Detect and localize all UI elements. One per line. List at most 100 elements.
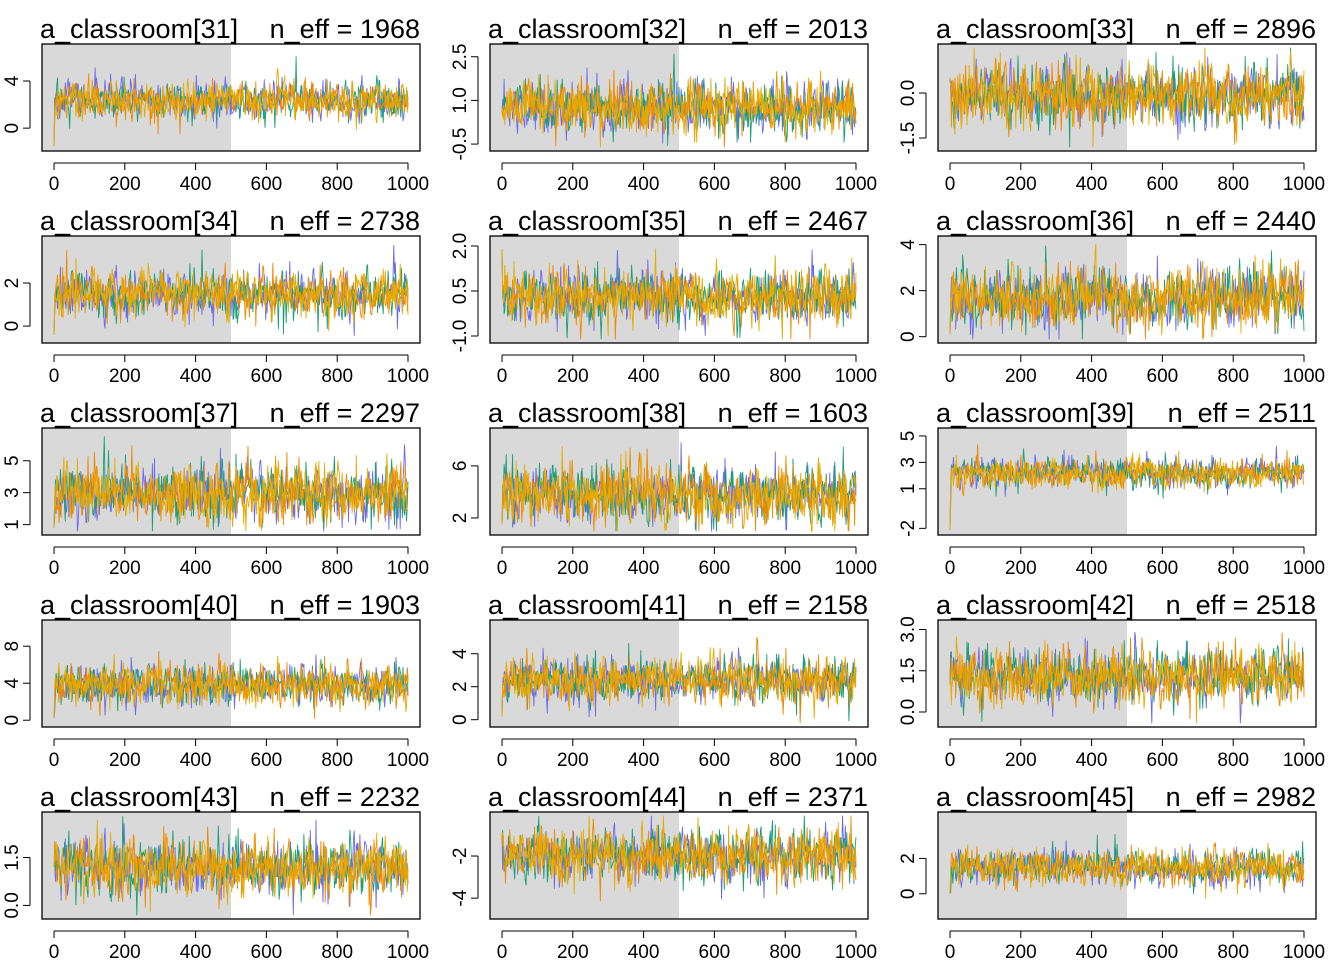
x-tick-label: 800 (321, 558, 353, 579)
trace-panel: 0 200 400 600 800 1000 -2 1 3 5 a_classroom[39] n_e… (898, 398, 1325, 579)
x-tick-label: 800 (1217, 558, 1249, 579)
chain-4-trace (501, 815, 857, 895)
chain-4-trace (949, 636, 1305, 724)
x-tick-label: 0 (497, 942, 508, 960)
y-tick-label: 1 (2, 519, 23, 530)
x-tick-label: 1000 (835, 942, 877, 960)
x-tick-label: 400 (180, 366, 212, 387)
x-tick-label: 0 (49, 366, 60, 387)
x-tick-label: 200 (1005, 174, 1037, 195)
chain-3-trace (949, 842, 1305, 894)
chain-4-trace (501, 70, 857, 148)
chain-3-trace (949, 57, 1305, 145)
x-tick-label: 600 (251, 366, 283, 387)
x-tick-label: 600 (251, 942, 283, 960)
x-tick-label: 0 (49, 558, 60, 579)
x-tick-label: 400 (628, 558, 660, 579)
y-tick-label: 4 (898, 239, 919, 250)
y-tick-label: -1.0 (450, 320, 471, 353)
x-tick-label: 200 (109, 558, 141, 579)
x-tick-label: 200 (109, 942, 141, 960)
plot-frame (489, 811, 869, 920)
y-tick-label: 0.0 (898, 699, 919, 725)
chain-4-trace (501, 446, 857, 532)
plot-frame (489, 427, 869, 536)
x-tick-label: 400 (180, 558, 212, 579)
trace-panel: 0 200 400 600 800 1000 -4 -2 a_classroom[44] n_ef… (450, 782, 877, 960)
x-tick-label: 0 (49, 750, 60, 771)
x-tick-label: 1000 (1283, 174, 1325, 195)
panel-title: a_classroom[32] (488, 14, 686, 44)
panel-title: a_classroom[42] (936, 590, 1134, 620)
x-tick-label: 0 (945, 366, 956, 387)
y-tick-label: 1.5 (898, 658, 919, 684)
chain-3-trace (501, 69, 857, 148)
y-tick-label: 4 (450, 648, 471, 659)
y-tick-label: 0 (2, 321, 23, 332)
y-tick-label: 1 (898, 483, 919, 494)
x-tick-label: 600 (699, 558, 731, 579)
x-tick-label: 400 (1076, 750, 1108, 771)
y-tick-label: 1.0 (450, 87, 471, 113)
chain-4-trace (949, 243, 1305, 336)
trace-panel: 0 200 400 600 800 1000 0 2 4 a_classroom[41] n_eff… (450, 590, 877, 771)
x-tick-label: 1000 (387, 366, 429, 387)
x-tick-label: 200 (1005, 558, 1037, 579)
x-tick-label: 0 (945, 174, 956, 195)
x-tick-label: 0 (497, 366, 508, 387)
x-tick-label: 1000 (835, 558, 877, 579)
x-tick-label: 400 (1076, 174, 1108, 195)
x-tick-label: 200 (109, 174, 141, 195)
x-tick-label: 200 (557, 366, 589, 387)
chain-4-trace (501, 248, 857, 340)
chain-4-trace (501, 647, 857, 719)
plot-frame (489, 43, 869, 152)
x-tick-label: 400 (1076, 942, 1108, 960)
trace-panel: 0 200 400 600 800 1000 0 2 a_classroom[34] n_eff … (2, 206, 429, 387)
y-tick-label: -2 (898, 520, 919, 537)
panel-neff: n_eff = 1968 (270, 14, 420, 44)
x-tick-label: 600 (699, 366, 731, 387)
x-tick-label: 600 (699, 750, 731, 771)
x-tick-label: 1000 (1283, 366, 1325, 387)
panel-neff: n_eff = 2158 (718, 590, 868, 620)
x-tick-label: 200 (109, 366, 141, 387)
x-tick-label: 600 (1147, 750, 1179, 771)
panel-title: a_classroom[35] (488, 206, 686, 236)
y-tick-label: 2 (2, 278, 23, 289)
panel-title: a_classroom[40] (40, 590, 238, 620)
y-tick-label: -1.5 (898, 122, 919, 155)
x-tick-label: 0 (945, 558, 956, 579)
y-tick-label: 0 (898, 888, 919, 899)
x-tick-label: 600 (1147, 558, 1179, 579)
x-tick-label: 200 (109, 750, 141, 771)
x-tick-label: 200 (1005, 942, 1037, 960)
trace-panel: 0 200 400 600 800 1000 0 2 a_classroom[45] n_eff … (898, 782, 1325, 960)
chain-4-trace (949, 47, 1305, 148)
y-tick-label: 2 (898, 853, 919, 864)
x-tick-label: 1000 (835, 366, 877, 387)
x-tick-label: 1000 (387, 942, 429, 960)
trace-panel: 0 200 400 600 800 1000 0 4 a_classroom[31] n_eff … (2, 14, 429, 195)
x-tick-label: 200 (557, 558, 589, 579)
x-tick-label: 600 (699, 942, 731, 960)
panel-neff: n_eff = 2982 (1166, 782, 1316, 812)
y-tick-label: 3 (898, 457, 919, 468)
chain-4-trace (53, 67, 409, 146)
x-tick-label: 800 (769, 174, 801, 195)
x-tick-label: 400 (628, 174, 660, 195)
x-tick-label: 0 (945, 750, 956, 771)
plot-frame (489, 619, 869, 728)
panel-neff: n_eff = 2738 (270, 206, 420, 236)
plot-frame (937, 619, 1317, 728)
panel-title: a_classroom[37] (40, 398, 238, 428)
plot-frame (41, 811, 421, 920)
y-tick-label: 2.0 (450, 233, 471, 259)
trace-panel: 0 200 400 600 800 1000 -1.0 0.5 2.0 a_classroom[3… (450, 206, 877, 387)
trace-panel: 0 200 400 600 800 1000 1 3 5 a_classroom[37] n_eff… (2, 398, 429, 579)
y-tick-label: 0 (2, 123, 23, 134)
x-tick-label: 1000 (835, 750, 877, 771)
y-tick-label: -2 (450, 848, 471, 865)
panel-neff: n_eff = 2232 (270, 782, 420, 812)
trace-panel: 0 200 400 600 800 1000 0.0 1.5 3.0 a_classroom[42… (898, 590, 1325, 771)
